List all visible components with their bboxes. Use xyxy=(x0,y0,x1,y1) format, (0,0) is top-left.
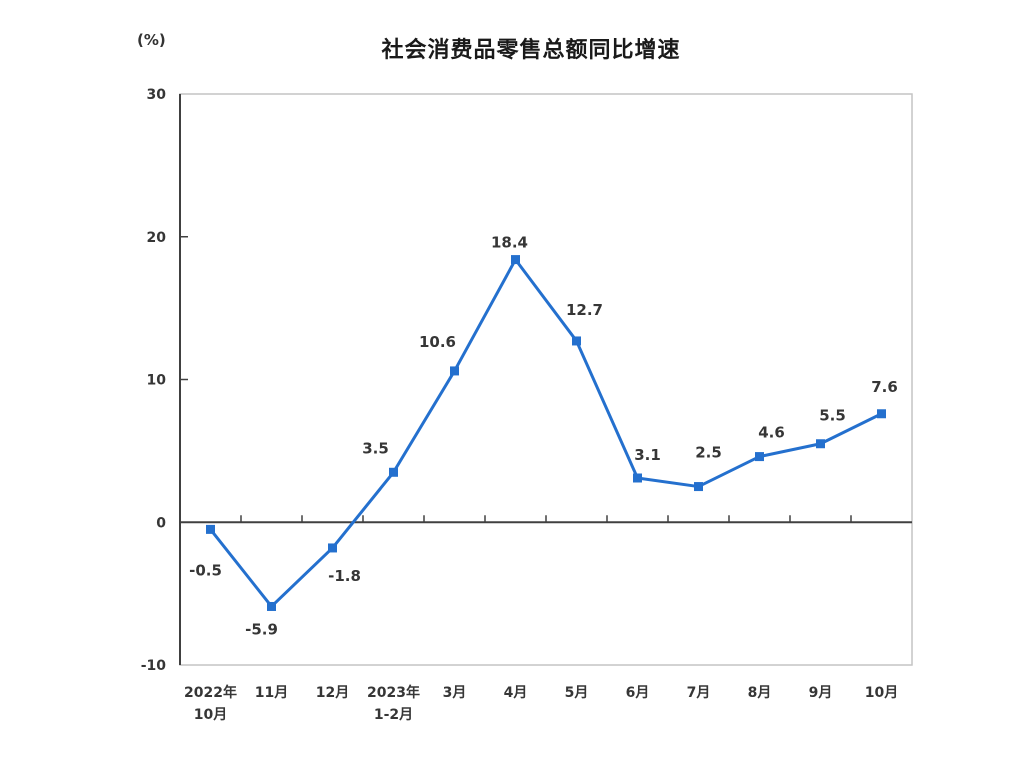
x-axis-label: 1-2月 xyxy=(374,707,413,723)
data-point-label: -1.8 xyxy=(328,567,361,585)
data-point-label: 12.7 xyxy=(566,301,603,319)
data-point-marker xyxy=(694,482,703,492)
data-point-marker xyxy=(633,473,642,483)
data-point-label: 4.6 xyxy=(758,424,785,442)
y-axis-unit-label: (%) xyxy=(137,31,166,49)
x-axis-label: 9月 xyxy=(809,685,833,701)
x-axis-label: 2022年 xyxy=(184,684,237,701)
x-axis-label: 11月 xyxy=(255,685,288,701)
y-axis-label: -10 xyxy=(141,658,167,674)
data-point-marker xyxy=(328,543,337,553)
x-axis-label: 8月 xyxy=(748,685,772,701)
data-point-label: 3.1 xyxy=(634,446,661,464)
data-point-marker xyxy=(206,524,215,534)
data-point-label: -0.5 xyxy=(189,561,222,579)
x-axis-label: 2023年 xyxy=(367,684,420,701)
data-point-marker xyxy=(572,336,581,346)
x-axis-label: 6月 xyxy=(626,685,650,701)
x-axis-label: 12月 xyxy=(316,685,349,701)
data-point-marker xyxy=(877,409,886,419)
data-point-label: 3.5 xyxy=(362,439,389,457)
data-point-label: 5.5 xyxy=(819,407,846,425)
plot-frame xyxy=(179,93,913,666)
y-axis-label: 20 xyxy=(147,230,167,246)
data-point-marker xyxy=(755,452,764,462)
data-point-marker xyxy=(450,366,459,376)
x-axis-label: 10月 xyxy=(865,685,898,701)
data-point-marker xyxy=(816,439,825,449)
y-axis-label: 0 xyxy=(156,515,166,531)
data-point-label: -5.9 xyxy=(245,620,278,638)
x-axis-label: 3月 xyxy=(443,685,467,701)
data-point-label: 18.4 xyxy=(491,234,528,252)
data-point-marker xyxy=(267,601,276,611)
x-axis-label: 5月 xyxy=(565,685,589,701)
series-line xyxy=(209,258,883,608)
y-axis-label: 10 xyxy=(147,373,167,389)
data-point-label: 7.6 xyxy=(871,378,898,396)
chart-title: 社会消费品零售总额同比增速 xyxy=(381,38,681,63)
data-point-marker xyxy=(511,255,520,265)
x-axis-label: 4月 xyxy=(504,685,528,701)
x-axis-label: 7月 xyxy=(687,685,711,701)
x-axis-label: 10月 xyxy=(194,707,227,723)
data-point-label: 10.6 xyxy=(419,333,456,351)
y-axis-label: 30 xyxy=(147,87,167,103)
data-point-label: 2.5 xyxy=(695,444,722,462)
data-point-marker xyxy=(389,467,398,477)
